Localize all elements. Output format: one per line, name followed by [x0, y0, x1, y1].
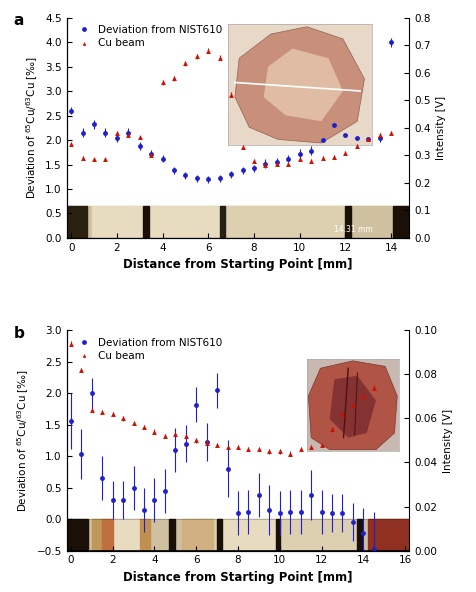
- X-axis label: Distance from Starting Point [mm]: Distance from Starting Point [mm]: [123, 258, 353, 271]
- Bar: [67, 519, 88, 551]
- Bar: [357, 519, 362, 551]
- Bar: [149, 206, 220, 238]
- Legend: Deviation from NIST610, Cu beam: Deviation from NIST610, Cu beam: [72, 336, 224, 363]
- Bar: [102, 519, 113, 551]
- Y-axis label: Deviation of $^{65}$Cu/$^{63}$Cu [‰]: Deviation of $^{65}$Cu/$^{63}$Cu [‰]: [24, 56, 40, 200]
- Bar: [92, 519, 102, 551]
- Bar: [220, 206, 226, 238]
- Y-axis label: Intensity [V]: Intensity [V]: [436, 96, 446, 160]
- Text: b: b: [13, 326, 24, 341]
- Bar: [217, 519, 222, 551]
- Y-axis label: Intensity [V]: Intensity [V]: [443, 408, 453, 472]
- Bar: [222, 519, 276, 551]
- Bar: [367, 519, 414, 551]
- Bar: [169, 519, 175, 551]
- Y-axis label: Deviation of $^{65}$Cu/$^{63}$Cu [‰]: Deviation of $^{65}$Cu/$^{63}$Cu [‰]: [15, 369, 31, 512]
- Bar: [67, 206, 409, 238]
- Bar: [393, 206, 412, 238]
- Bar: [226, 206, 346, 238]
- Bar: [276, 519, 280, 551]
- Bar: [181, 519, 213, 551]
- Text: a: a: [13, 14, 24, 28]
- Bar: [67, 206, 87, 238]
- Bar: [280, 519, 357, 551]
- Bar: [92, 206, 143, 238]
- Bar: [143, 206, 149, 238]
- Bar: [67, 519, 409, 551]
- Text: 14.31 mm: 14.31 mm: [334, 225, 373, 234]
- Bar: [346, 206, 351, 238]
- Bar: [140, 519, 150, 551]
- Bar: [113, 519, 140, 551]
- Bar: [351, 206, 393, 238]
- Legend: Deviation from NIST610, Cu beam: Deviation from NIST610, Cu beam: [72, 23, 224, 50]
- Bar: [196, 519, 217, 551]
- X-axis label: Distance from Starting Point [mm]: Distance from Starting Point [mm]: [123, 571, 353, 584]
